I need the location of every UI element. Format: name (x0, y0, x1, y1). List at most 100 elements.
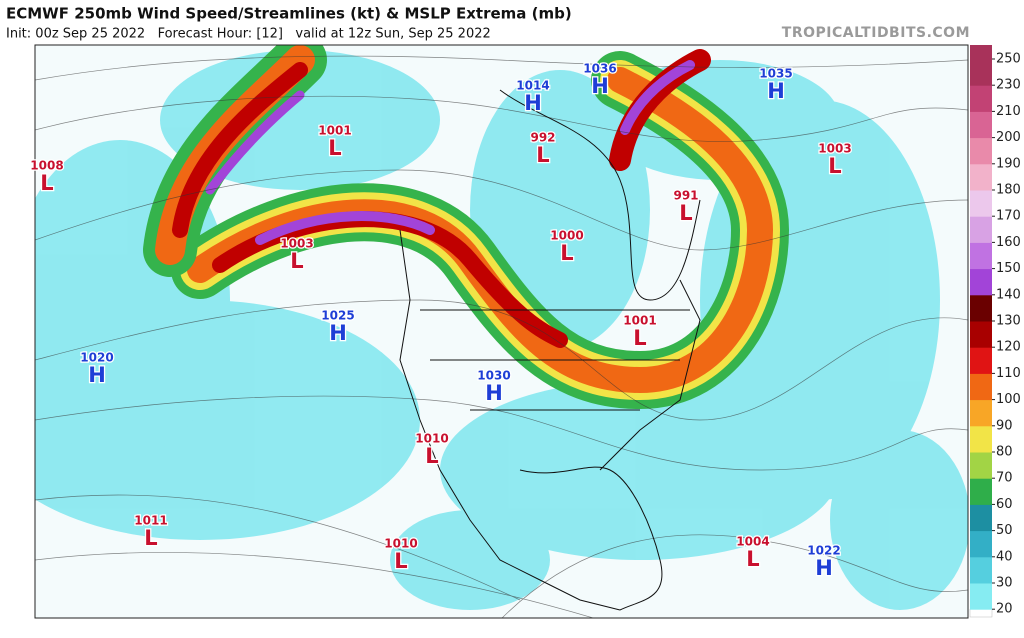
pressure-value: 1030 (477, 369, 510, 383)
pressure-letter: H (591, 74, 609, 98)
tick-label: 70 (996, 471, 1013, 486)
pressure-value: 1011 (134, 514, 167, 528)
color-band (970, 530, 992, 558)
pressure-value: 1020 (80, 351, 113, 365)
pressure-value: 1003 (280, 237, 313, 251)
pressure-letter: L (536, 143, 549, 167)
tick-label: 180 (996, 183, 1021, 198)
pressure-value: 1022 (807, 544, 840, 558)
pressure-value: 1001 (623, 314, 656, 328)
pressure-letter: L (828, 154, 841, 178)
tick-label: 250 (996, 52, 1021, 67)
pressure-value: 1003 (818, 142, 851, 156)
pressure-letter: L (425, 444, 438, 468)
tick-label: 60 (996, 497, 1013, 512)
pressure-letter: H (329, 321, 347, 345)
colorbar: 20 30 40 50 60 70 80 90 100 110 120 130 140 150 160 170… (969, 45, 1021, 618)
pressure-value: 1008 (30, 159, 63, 173)
color-band (970, 242, 992, 270)
pressure-letter: L (679, 201, 692, 225)
color-band (970, 399, 992, 427)
color-band (970, 478, 992, 505)
coastlines (399, 89, 701, 611)
jet-streams (143, 45, 790, 410)
pressure-letter: L (633, 326, 646, 350)
colorbar-bottom (969, 608, 993, 618)
color-band (970, 347, 992, 374)
tick-label: 200 (996, 130, 1021, 145)
pressure-value: 992 (530, 131, 555, 145)
color-band (970, 216, 992, 243)
color-band (970, 504, 992, 532)
pressure-value: 1001 (318, 124, 351, 138)
color-band (970, 583, 992, 610)
tick-label: 40 (996, 549, 1013, 564)
tick-label: 90 (996, 418, 1013, 433)
color-band (970, 373, 992, 401)
pressure-value: 1014 (516, 79, 549, 93)
pressure-value: 1004 (736, 535, 769, 549)
pressure-value: 991 (673, 189, 698, 203)
pressure-value: 1010 (384, 537, 417, 551)
pressure-letter: L (746, 547, 759, 571)
color-band (970, 163, 992, 191)
tick-label: 130 (996, 314, 1021, 329)
pressure-letter: H (815, 556, 833, 580)
map (35, 45, 968, 618)
color-band (970, 85, 992, 112)
streamlines (35, 55, 968, 618)
pressure-centers: 1008L1001L1003L1025H1020H1014H992L1036H1… (29, 60, 853, 581)
pressure-letter: L (144, 526, 157, 550)
tick-label: 100 (996, 392, 1021, 407)
pressure-letter: L (40, 171, 53, 195)
tick-label: 50 (996, 523, 1013, 538)
pressure-letter: H (88, 363, 106, 387)
subtitle: Init: 00z Sep 25 2022 Forecast Hour: [12… (6, 27, 491, 42)
title: ECMWF 250mb Wind Speed/Streamlines (kt) … (6, 5, 572, 23)
tick-label: 230 (996, 78, 1021, 93)
tick-label: 110 (996, 366, 1021, 381)
pressure-letter: L (290, 249, 303, 273)
tick-label: 160 (996, 235, 1021, 250)
pressure-value: 1000 (550, 229, 583, 243)
color-band (970, 425, 992, 453)
pressure-letter: H (524, 91, 542, 115)
tick-label: 30 (996, 576, 1013, 591)
color-band (970, 59, 992, 86)
pressure-letter: L (560, 241, 573, 265)
tick-label: 170 (996, 209, 1021, 224)
pressure-letter: H (767, 79, 785, 103)
color-band (970, 190, 992, 217)
tick-label: 150 (996, 261, 1021, 276)
tick-label: 210 (996, 104, 1021, 119)
pressure-letter: H (485, 381, 503, 405)
tick-label: 80 (996, 445, 1013, 460)
color-band (970, 111, 992, 139)
color-band (970, 321, 992, 348)
color-band (970, 137, 992, 165)
tick-label: 140 (996, 287, 1021, 302)
color-band (970, 268, 992, 296)
color-band (970, 294, 992, 322)
colorbar-top (970, 45, 992, 59)
